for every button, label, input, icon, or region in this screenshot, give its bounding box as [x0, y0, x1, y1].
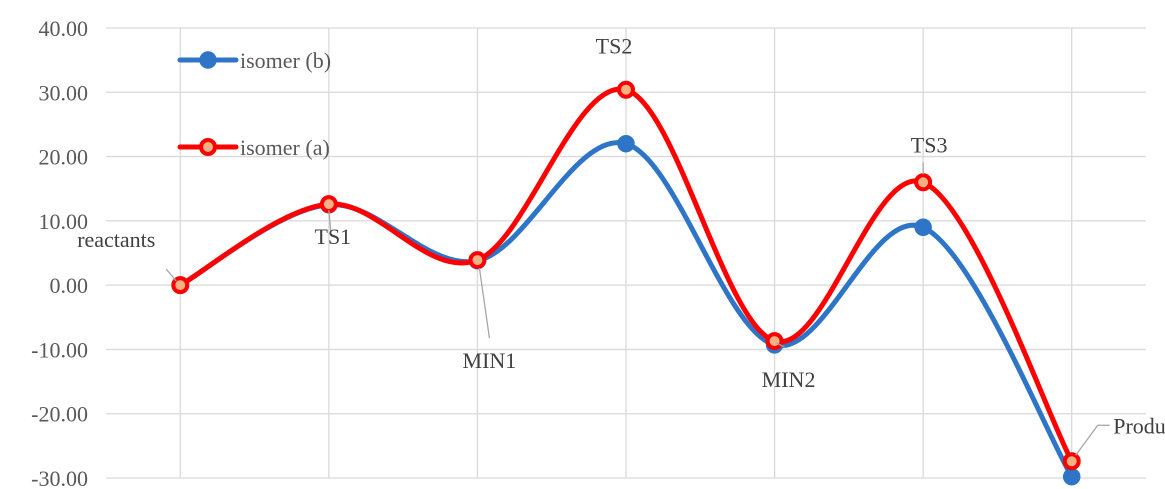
legend-entry: isomer (a)	[177, 135, 330, 160]
y-tick-label: 30.00	[39, 80, 89, 105]
data-point	[1062, 467, 1081, 486]
y-tick-label: 10.00	[39, 209, 89, 234]
leader-line	[776, 342, 785, 348]
leader-line	[328, 210, 332, 233]
series-line	[177, 86, 1075, 464]
data-point	[468, 251, 487, 270]
data-point	[617, 134, 635, 153]
data-point	[914, 173, 933, 192]
y-tick-label: 0.00	[50, 273, 89, 298]
label-leader-lines	[165, 162, 1110, 456]
point-label-min2: MIN2	[762, 367, 816, 392]
legend-label: isomer (a)	[240, 135, 330, 160]
y-tick-label: -10.00	[31, 337, 88, 362]
point-labels: reactants TS1 MIN1 TS2 MIN2 TS3 Products	[77, 34, 1165, 439]
data-point	[319, 195, 338, 214]
legend-marker	[199, 51, 217, 69]
data-point	[617, 80, 635, 99]
y-tick-label: 40.00	[39, 16, 89, 41]
point-label-reactants: reactants	[77, 227, 155, 252]
data-point	[765, 332, 784, 351]
legend-label: isomer (b)	[240, 48, 331, 73]
y-tick-label: 20.00	[39, 145, 89, 170]
leader-line	[1075, 424, 1099, 456]
data-point	[1062, 452, 1081, 471]
data-point	[914, 218, 932, 237]
grid-layer	[106, 27, 1146, 479]
point-label-ts1: TS1	[315, 224, 352, 249]
point-label-products: Products	[1113, 413, 1165, 438]
leader-line	[165, 268, 177, 282]
legend: isomer (b) isomer (a)	[177, 48, 331, 160]
leader-line	[478, 267, 491, 339]
legend-marker	[199, 138, 217, 156]
y-tick-label: -30.00	[31, 466, 88, 489]
y-axis-tick-labels: 40.00 30.00 20.00 10.00 0.00 -10.00 -20.00 -30.…	[31, 16, 88, 489]
point-label-ts3: TS3	[911, 132, 948, 157]
y-tick-label: -20.00	[31, 402, 88, 427]
point-label-min1: MIN1	[463, 348, 517, 373]
data-point	[171, 276, 190, 295]
point-label-ts2: TS2	[596, 34, 633, 59]
legend-entry: isomer (b)	[177, 48, 331, 73]
